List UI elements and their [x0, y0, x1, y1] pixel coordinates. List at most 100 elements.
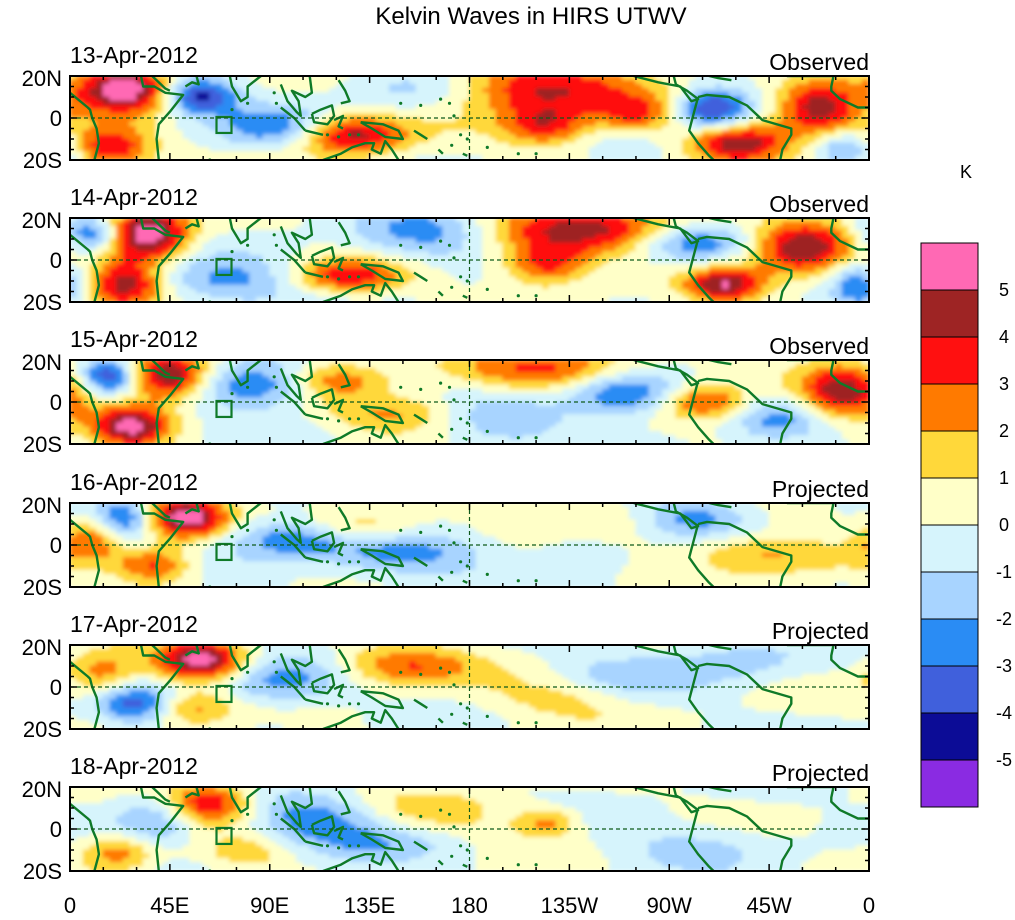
heatmap-cell: [222, 138, 231, 144]
heatmap-cell: [528, 276, 537, 282]
heatmap-cell: [382, 151, 391, 157]
heatmap-cell: [255, 100, 264, 106]
heatmap-cell: [775, 242, 783, 248]
heatmap-cell: [582, 121, 590, 127]
heatmap-cell: [369, 104, 377, 111]
heatmap-cell: [455, 246, 464, 253]
heatmap-cell: [708, 142, 717, 148]
heatmap-cell: [648, 255, 657, 261]
heatmap-cell: [349, 100, 357, 106]
heatmap-cell: [602, 113, 610, 119]
heatmap-cell: [235, 121, 244, 127]
heatmap-cell: [495, 259, 504, 265]
heatmap-cell: [355, 221, 364, 227]
heatmap-cell: [535, 142, 544, 148]
heatmap-cell: [196, 225, 204, 232]
heatmap-cell: [761, 218, 770, 223]
heatmap-cell: [395, 142, 404, 148]
heatmap-cell: [768, 288, 777, 295]
heatmap-cell: [442, 293, 451, 299]
island-marker: [419, 245, 423, 249]
heatmap-cell: [735, 225, 743, 232]
heatmap-cell: [455, 146, 464, 153]
heatmap-cell: [409, 234, 417, 240]
heatmap-cell: [748, 272, 757, 278]
heatmap-cell: [435, 113, 444, 119]
heatmap-cell: [369, 109, 377, 115]
heatmap-cell: [435, 272, 444, 278]
heatmap-cell: [482, 155, 490, 160]
heatmap-cell: [741, 121, 750, 127]
heatmap-cell: [249, 130, 257, 136]
heatmap-cell: [249, 121, 257, 127]
heatmap-cell: [315, 259, 324, 265]
heatmap-cell: [741, 263, 750, 269]
heatmap-cell: [568, 284, 577, 290]
heatmap-cell: [602, 276, 610, 282]
heatmap-cell: [668, 109, 677, 115]
heatmap-cell: [808, 130, 817, 136]
heatmap-cell: [295, 218, 304, 223]
heatmap-cell: [861, 76, 869, 81]
heatmap-cell: [808, 293, 817, 299]
heatmap-cell: [222, 267, 231, 274]
heatmap-cell: [788, 230, 797, 236]
heatmap-cell: [475, 100, 484, 106]
heatmap-cell: [109, 76, 118, 81]
heatmap-cell: [289, 259, 297, 265]
heatmap-cell: [748, 142, 757, 148]
heatmap-cell: [136, 293, 144, 299]
heatmap-cell: [702, 76, 710, 81]
heatmap-cell: [96, 255, 104, 261]
heatmap-cell: [542, 218, 550, 223]
heatmap-cell: [515, 238, 524, 244]
heatmap-cell: [615, 238, 624, 244]
heatmap-cell: [349, 79, 357, 85]
heatmap-cell: [848, 146, 857, 153]
heatmap-cell: [455, 151, 464, 157]
heatmap-cell: [429, 100, 437, 106]
heatmap-cell: [449, 134, 457, 140]
heatmap-cell: [202, 276, 211, 282]
heatmap-cell: [515, 121, 524, 127]
heatmap-cell: [275, 109, 284, 115]
heatmap-cell: [422, 96, 431, 102]
heatmap-cell: [415, 146, 424, 153]
heatmap-cell: [808, 276, 817, 282]
heatmap-cell: [82, 280, 91, 286]
heatmap-cell: [695, 288, 704, 295]
heatmap-cell: [635, 263, 644, 269]
heatmap-cell: [841, 293, 850, 299]
heatmap-cell: [695, 246, 704, 253]
heatmap-cell: [748, 255, 757, 261]
heatmap-cell: [722, 104, 730, 111]
heatmap-cell: [522, 280, 530, 286]
heatmap-cell: [562, 234, 570, 240]
heatmap-cell: [422, 255, 431, 261]
heatmap-cell: [116, 297, 124, 302]
heatmap-cell: [568, 79, 577, 85]
heatmap-cell: [508, 288, 517, 295]
heatmap-cell: [828, 117, 837, 123]
heatmap-cell: [568, 238, 577, 244]
heatmap-cell: [375, 221, 384, 227]
heatmap-cell: [355, 288, 364, 295]
heatmap-cell: [335, 109, 344, 115]
heatmap-cell: [302, 242, 311, 248]
heatmap-cell: [695, 151, 704, 157]
heatmap-cell: [109, 221, 118, 227]
heatmap-cell: [781, 225, 790, 232]
heatmap-cell: [122, 79, 131, 85]
heatmap-cell: [728, 293, 737, 299]
heatmap-cell: [622, 109, 630, 115]
heatmap-cell: [255, 88, 264, 94]
heatmap-cell: [795, 151, 803, 157]
heatmap-cell: [235, 142, 244, 148]
heatmap-cell: [841, 297, 850, 302]
heatmap-cell: [209, 151, 217, 157]
heatmap-cell: [389, 263, 397, 269]
heatmap-cell: [595, 234, 604, 240]
heatmap-cell: [568, 259, 577, 265]
heatmap-cell: [528, 109, 537, 115]
coastline: [184, 76, 200, 88]
